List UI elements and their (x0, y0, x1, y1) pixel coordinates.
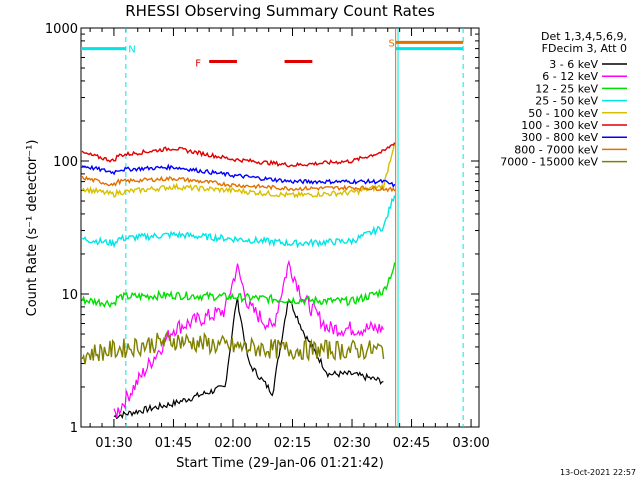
series-line-2 (113, 259, 384, 419)
saa-flag-label: S (389, 38, 395, 49)
x-tick-label: 02:30 (333, 436, 370, 451)
x-tick-label: 03:00 (452, 436, 489, 451)
series-line-1 (113, 297, 384, 420)
x-tick-label: 02:45 (393, 436, 430, 451)
series-line-5 (81, 142, 396, 199)
plot-frame (80, 27, 480, 428)
y-tick-label: 10 (61, 288, 78, 303)
legend-label: 25 - 50 keV (535, 95, 598, 108)
legend-label: 6 - 12 keV (542, 70, 598, 83)
x-tick-label: 01:45 (155, 436, 192, 451)
y-tick-label: 1 (70, 421, 78, 436)
x-axis-label: Start Time (29-Jan-06 01:21:42) (176, 456, 384, 471)
legend-label: 7000 - 15000 keV (500, 156, 598, 169)
legend-label: 100 - 300 keV (521, 119, 598, 132)
legend-header-line-2: FDecim 3, Att 0 (542, 42, 627, 55)
y-axis-label: Count Rate (s⁻¹ detector⁻¹) (25, 140, 40, 317)
legend-header-line-1: Det 1,3,4,5,6,9, (541, 30, 627, 43)
legend-label: 300 - 800 keV (521, 131, 598, 144)
series-line-8 (81, 175, 396, 193)
flag-markers: N F S (81, 28, 464, 427)
series-layer (81, 142, 396, 420)
series-line-4 (81, 195, 396, 249)
legend-label: 12 - 25 keV (535, 82, 598, 95)
generation-timestamp: 13-Oct-2021 22:57 (560, 468, 636, 477)
legend-label: 3 - 6 keV (549, 58, 598, 71)
series-line-9 (81, 331, 385, 365)
series-line-6 (81, 142, 396, 168)
axis-ticks: 1 10 100 1000 01:30 01:45 02:00 02:15 02:30 02:45… (45, 22, 490, 451)
x-tick-label: 02:00 (214, 436, 251, 451)
series-line-3 (81, 262, 396, 309)
flare-flag-label: F (195, 58, 201, 69)
night-flag-label: N (128, 45, 135, 56)
series-line-7 (81, 163, 396, 189)
legend-label: 50 - 100 keV (528, 107, 598, 120)
x-tick-label: 02:15 (274, 436, 311, 451)
x-tick-label: 01:30 (95, 436, 132, 451)
y-tick-label: 100 (53, 155, 78, 170)
y-tick-label: 1000 (45, 22, 78, 37)
legend-label: 800 - 7000 keV (514, 143, 598, 156)
chart-title: RHESSI Observing Summary Count Rates (125, 2, 435, 20)
